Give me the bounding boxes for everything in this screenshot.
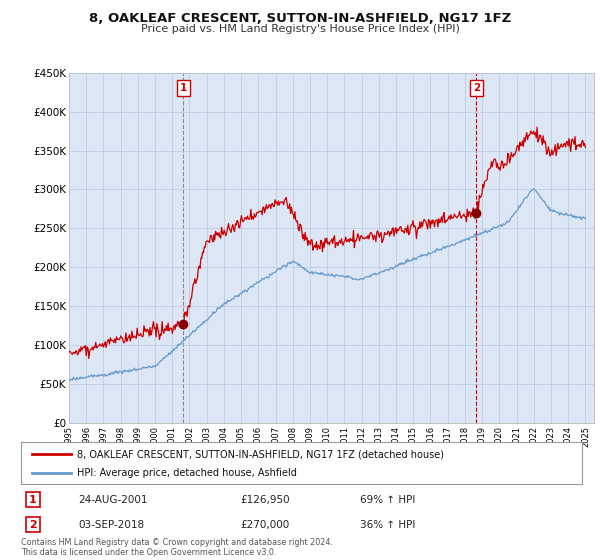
Text: Price paid vs. HM Land Registry's House Price Index (HPI): Price paid vs. HM Land Registry's House … bbox=[140, 24, 460, 34]
Text: 1: 1 bbox=[29, 494, 37, 505]
Text: 03-SEP-2018: 03-SEP-2018 bbox=[78, 520, 144, 530]
Text: 24-AUG-2001: 24-AUG-2001 bbox=[78, 494, 148, 505]
Text: 8, OAKLEAF CRESCENT, SUTTON-IN-ASHFIELD, NG17 1FZ (detached house): 8, OAKLEAF CRESCENT, SUTTON-IN-ASHFIELD,… bbox=[77, 449, 444, 459]
Text: 2: 2 bbox=[473, 83, 480, 94]
Text: 1: 1 bbox=[180, 83, 187, 94]
Text: £126,950: £126,950 bbox=[240, 494, 290, 505]
Text: 2: 2 bbox=[29, 520, 37, 530]
Text: 69% ↑ HPI: 69% ↑ HPI bbox=[360, 494, 415, 505]
Text: 36% ↑ HPI: 36% ↑ HPI bbox=[360, 520, 415, 530]
Text: £270,000: £270,000 bbox=[240, 520, 289, 530]
Text: HPI: Average price, detached house, Ashfield: HPI: Average price, detached house, Ashf… bbox=[77, 468, 297, 478]
Text: Contains HM Land Registry data © Crown copyright and database right 2024.
This d: Contains HM Land Registry data © Crown c… bbox=[21, 538, 333, 557]
Text: 8, OAKLEAF CRESCENT, SUTTON-IN-ASHFIELD, NG17 1FZ: 8, OAKLEAF CRESCENT, SUTTON-IN-ASHFIELD,… bbox=[89, 12, 511, 25]
